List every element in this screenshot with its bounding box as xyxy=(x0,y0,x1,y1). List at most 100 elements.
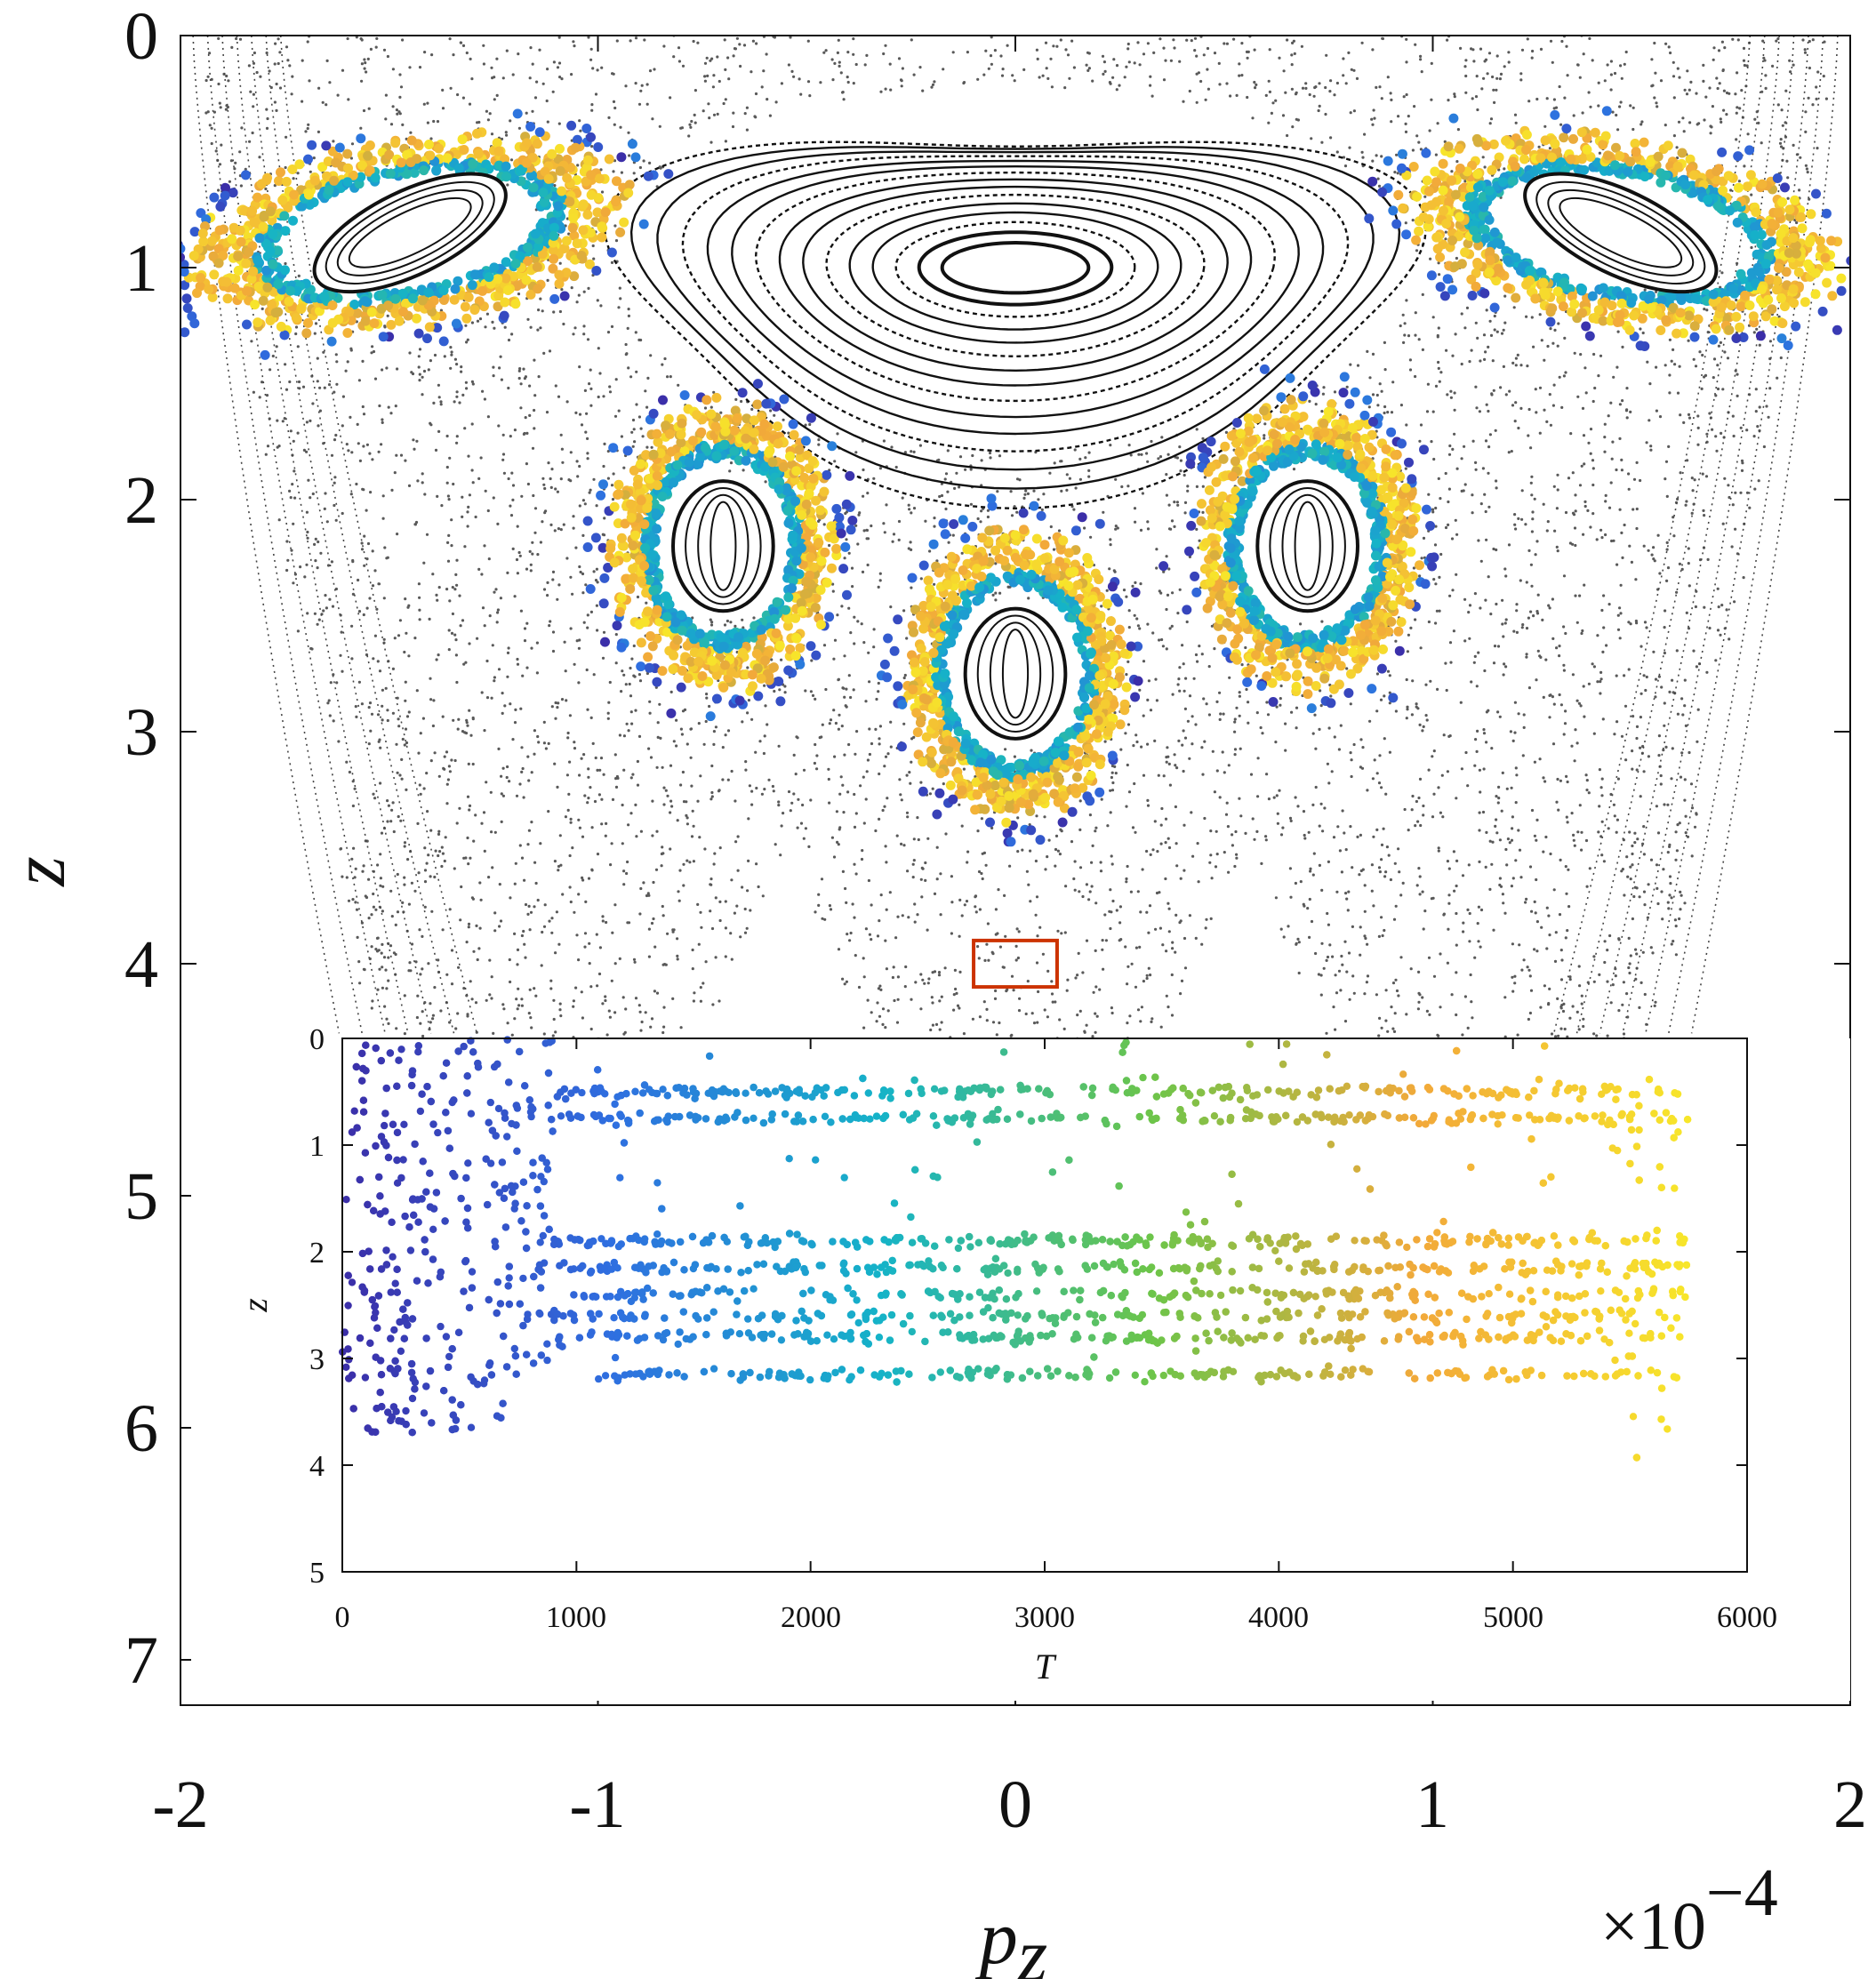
island-halo-point xyxy=(1708,334,1719,345)
island-halo-point xyxy=(561,236,572,246)
island-halo-point xyxy=(1425,521,1436,531)
island-halo-point xyxy=(783,592,794,603)
island-halo-point xyxy=(940,601,950,612)
island-halo-point xyxy=(1001,817,1012,828)
island-halo-point xyxy=(1415,560,1424,571)
island-halo-point xyxy=(1810,289,1821,300)
island-halo-point xyxy=(581,124,592,133)
island-halo-point xyxy=(1450,261,1461,272)
island-halo-point xyxy=(438,336,449,347)
island-halo-point xyxy=(1439,205,1448,216)
island-halo-point xyxy=(815,505,826,516)
island-halo-point xyxy=(1414,226,1424,236)
island-halo-point xyxy=(500,297,510,308)
island-halo-point xyxy=(1207,513,1217,524)
island-halo-point xyxy=(648,449,659,460)
island-halo-point xyxy=(534,127,545,138)
island-halo-point xyxy=(493,146,504,156)
island-halo-point xyxy=(773,438,783,449)
island-halo-point xyxy=(384,149,395,160)
island-halo-point xyxy=(578,199,589,210)
island-halo-point xyxy=(1443,141,1454,152)
island-halo-point xyxy=(783,665,794,676)
island-halo-point xyxy=(370,172,381,183)
island-halo-point xyxy=(1322,653,1333,663)
island-halo-point xyxy=(1726,300,1736,310)
island-halo-point xyxy=(522,138,532,148)
island-halo-point xyxy=(1661,315,1672,325)
island-halo-point xyxy=(1755,331,1766,341)
island-halo-point xyxy=(1582,144,1592,155)
island-halo-point xyxy=(501,161,511,172)
island-halo-point xyxy=(1489,302,1500,313)
island-halo-point xyxy=(789,429,799,440)
island-halo-point xyxy=(1773,207,1784,218)
island-halo-point xyxy=(537,249,548,260)
island-halo-point xyxy=(425,150,436,161)
island-halo-point xyxy=(289,189,300,200)
island-halo-point xyxy=(493,291,504,301)
island-halo-point xyxy=(1391,585,1401,596)
island-halo-point xyxy=(1079,692,1089,702)
island-halo-point xyxy=(910,668,921,677)
island-halo-point xyxy=(1336,635,1347,645)
island-halo-point xyxy=(1247,486,1258,497)
island-halo-point xyxy=(1725,205,1736,216)
island-halo-point xyxy=(319,292,330,301)
island-halo-point xyxy=(1085,670,1094,681)
island-halo-point xyxy=(948,629,958,639)
island-halo-point xyxy=(1404,457,1414,468)
island-halo-point xyxy=(1418,212,1429,222)
island-halo-point xyxy=(180,280,190,291)
island-halo-point xyxy=(218,250,228,260)
island-halo-point xyxy=(1014,574,1025,585)
island-halo-point xyxy=(1811,188,1821,199)
island-halo-point xyxy=(632,479,643,490)
main-x-multiplier: ×10−4 xyxy=(1600,1855,1778,1964)
island-halo-point xyxy=(1185,459,1196,469)
island-halo-point xyxy=(1423,221,1433,232)
island-halo-point xyxy=(1285,373,1295,383)
island-halo-point xyxy=(569,271,580,282)
island-halo-point xyxy=(611,196,621,207)
island-halo-point xyxy=(1653,151,1664,162)
island-halo-point xyxy=(1745,170,1756,180)
main-xtick-labels: -2 -1 0 1 2 xyxy=(152,1767,1867,1842)
island-halo-point xyxy=(401,298,411,308)
island-halo-point xyxy=(1190,571,1200,581)
island-halo-point xyxy=(741,455,751,466)
island-halo-point xyxy=(1598,140,1608,150)
island-halo-point xyxy=(1689,321,1700,332)
island-halo-point xyxy=(1744,145,1755,156)
island-halo-point xyxy=(827,563,837,573)
island-halo-point xyxy=(568,212,579,223)
island-halo-point xyxy=(1867,257,1876,267)
island-halo-point xyxy=(1473,137,1483,148)
island-halo-point xyxy=(1644,293,1654,304)
island-halo-point xyxy=(940,669,950,679)
island-halo-point xyxy=(1186,520,1197,531)
island-halo-point xyxy=(639,519,650,530)
island-halo-point xyxy=(918,560,929,571)
island-halo-point xyxy=(960,738,971,749)
island-halo-point xyxy=(1836,273,1847,284)
island-halo-point xyxy=(394,316,405,326)
island-halo-point xyxy=(512,108,523,119)
island-halo-point xyxy=(768,662,779,673)
island-halo-point xyxy=(1472,182,1483,193)
island-halo-point xyxy=(1547,303,1558,314)
island-halo-point xyxy=(652,470,662,481)
island-halo-point xyxy=(365,165,375,176)
island-halo-point xyxy=(909,657,919,668)
island-halo-point xyxy=(1319,629,1329,640)
island-halo-point xyxy=(1599,297,1610,308)
island-halo-point xyxy=(1772,284,1782,295)
island-halo-point xyxy=(254,233,265,244)
island-halo-point xyxy=(638,219,649,229)
island-halo-point xyxy=(1851,270,1861,280)
island-halo-point xyxy=(1382,557,1392,568)
island-halo-point xyxy=(246,274,257,284)
island-halo-point xyxy=(1202,603,1213,613)
island-halo-point xyxy=(1717,147,1728,157)
